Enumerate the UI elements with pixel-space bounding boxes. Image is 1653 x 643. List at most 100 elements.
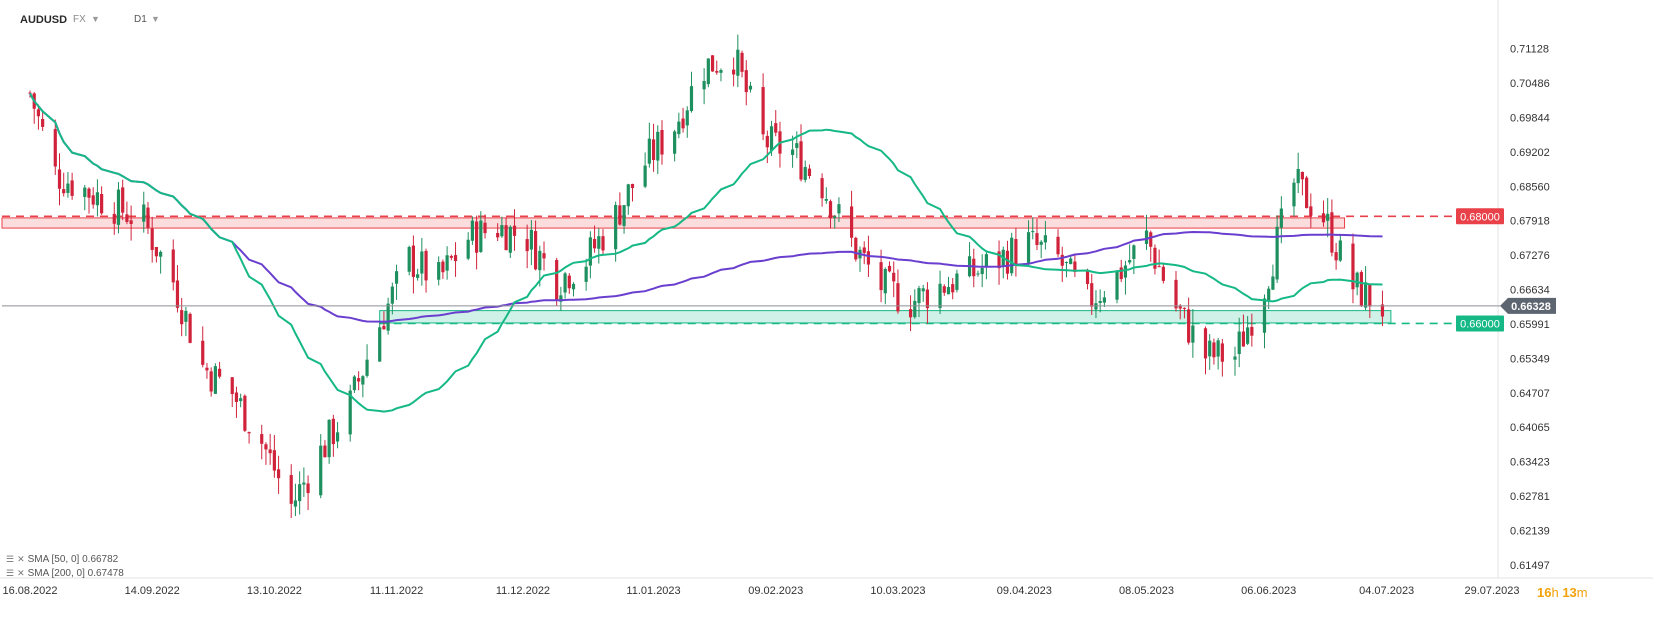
list-icon[interactable]: ☰: [6, 568, 15, 578]
candle-body: [390, 286, 394, 304]
candle-body: [272, 450, 276, 471]
candle-body: [630, 183, 635, 188]
candle-body: [234, 392, 239, 402]
candle-body: [496, 232, 500, 238]
candle-body: [1073, 261, 1077, 272]
candle-body: [1187, 309, 1191, 343]
candle-body: [1191, 325, 1195, 343]
close-icon[interactable]: ✕: [17, 568, 25, 578]
candle-body: [293, 500, 298, 507]
x-tick-label: 13.10.2022: [247, 585, 302, 597]
candle-body: [201, 340, 205, 365]
candle-body: [925, 289, 930, 309]
candle-body: [1128, 260, 1132, 263]
candle-body: [479, 220, 483, 252]
candle-body: [1220, 343, 1224, 362]
candle-body: [571, 283, 576, 290]
candle-body: [824, 199, 828, 201]
candle-body: [976, 273, 980, 275]
candle-body: [1090, 283, 1094, 307]
y-tick-label: 0.67918: [1510, 216, 1550, 228]
candle-body: [1161, 266, 1165, 281]
candle-body: [980, 267, 984, 275]
chevron-down-icon[interactable]: ▼: [151, 14, 160, 24]
candle-body: [331, 418, 335, 445]
candle-body: [83, 187, 87, 197]
candle-body: [1144, 230, 1149, 244]
market-label: FX: [73, 14, 86, 25]
candle-body: [352, 376, 357, 391]
candle-body: [618, 205, 622, 225]
candle-body: [1334, 252, 1338, 261]
x-tick-label: 11.01.2023: [626, 585, 680, 597]
candle-body: [1300, 172, 1305, 180]
symbol-label[interactable]: AUDUSD: [20, 14, 68, 26]
candle-body: [951, 284, 955, 293]
close-icon[interactable]: ✕: [17, 554, 25, 564]
candle-body: [302, 482, 306, 485]
indicator-sma200[interactable]: ☰ ✕ SMA [200, 0] 0.67478: [6, 568, 124, 579]
candle-body: [1035, 233, 1039, 246]
candle-body: [475, 221, 479, 253]
candle-body: [732, 69, 736, 75]
candle-body: [1119, 267, 1123, 280]
list-icon[interactable]: ☰: [6, 554, 15, 564]
candle-body: [319, 445, 323, 496]
candle-body: [673, 131, 677, 154]
candle-body: [736, 49, 740, 76]
candle-body: [533, 231, 538, 270]
candle-body: [184, 310, 188, 322]
candle-body: [592, 238, 597, 249]
candle-body: [1094, 303, 1098, 310]
candle-body: [260, 434, 264, 444]
candle-body: [972, 258, 976, 277]
candle-body: [710, 55, 715, 72]
candle-body: [1279, 208, 1283, 228]
candle-body: [1123, 265, 1128, 278]
candle-body: [1309, 206, 1313, 216]
candle-body: [1330, 212, 1334, 253]
indicator-sma50-label: SMA [50, 0] 0.66782: [27, 554, 119, 565]
candle-body: [765, 135, 769, 148]
candle-body: [205, 367, 209, 371]
candle-body: [538, 250, 542, 271]
candle-body: [917, 288, 921, 304]
candle-body: [643, 165, 647, 187]
candle-body: [508, 226, 512, 253]
candle-body: [500, 225, 504, 237]
timeframe-label[interactable]: D1: [134, 14, 147, 25]
candle-body: [614, 205, 618, 250]
candle-body: [323, 445, 327, 458]
candle-body: [820, 178, 824, 199]
candle-body: [1203, 328, 1208, 359]
indicator-sma50[interactable]: ☰ ✕ SMA [50, 0] 0.66782: [6, 554, 118, 565]
candle-body: [445, 255, 449, 271]
candle-body: [807, 168, 812, 176]
resistance-zone: [1, 217, 1346, 229]
candle-body: [1102, 297, 1106, 303]
candle-body: [424, 250, 428, 281]
candle-body: [744, 70, 748, 93]
candle-body: [854, 237, 858, 260]
candle-body: [1267, 288, 1271, 301]
y-tick-label: 0.70486: [1510, 78, 1550, 90]
candle-body: [1069, 258, 1073, 265]
x-tick-label: 08.05.2023: [1119, 585, 1174, 597]
candle-body: [411, 245, 416, 277]
candle-body: [41, 118, 45, 127]
chevron-down-icon[interactable]: ▼: [91, 14, 100, 24]
candle-body: [95, 192, 100, 206]
candle-body: [1216, 340, 1220, 357]
candle-body: [833, 216, 837, 219]
candle-body: [706, 58, 710, 85]
candle-body: [36, 109, 41, 117]
candle-body: [159, 251, 163, 257]
candle-body: [335, 432, 340, 442]
candle-body: [1031, 231, 1035, 233]
countdown-hours: 16: [1537, 585, 1552, 600]
candle-body: [28, 92, 32, 94]
candle-body: [1178, 305, 1182, 309]
candle-body: [53, 129, 57, 167]
